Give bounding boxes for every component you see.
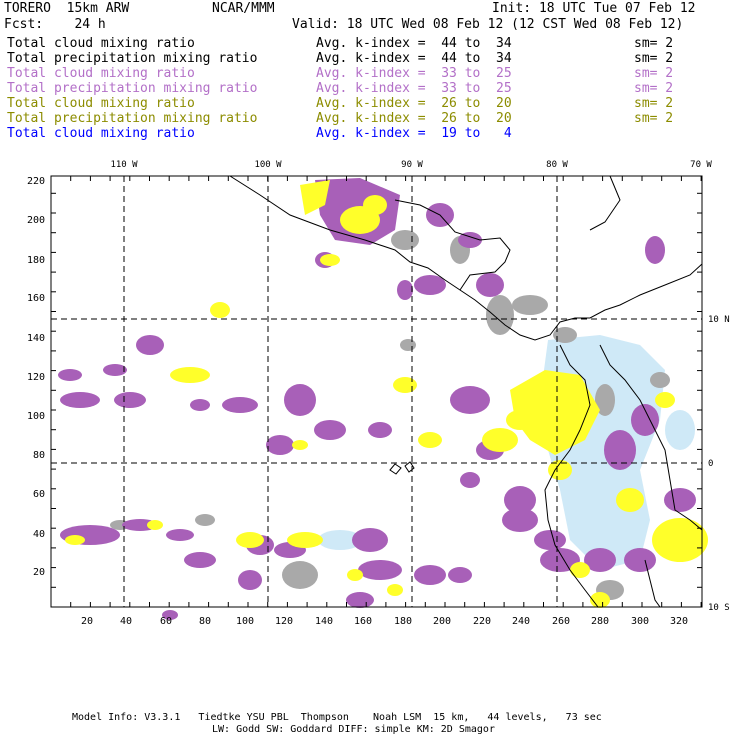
- org-label: NCAR/MMM: [212, 1, 275, 16]
- legend-field: Total cloud mixing ratio: [7, 96, 195, 111]
- x-tick-label: 180: [394, 616, 412, 627]
- lon-label: 100 W: [254, 160, 282, 170]
- x-tick-label: 120: [275, 616, 293, 627]
- forecast-hour-label: Fcst: 24 h: [4, 17, 106, 32]
- x-tick-label: 140: [315, 616, 333, 627]
- x-tick-label: 40: [120, 616, 132, 627]
- legend-kindex: Avg. k-index = 33 to 25: [316, 81, 512, 96]
- y-tick-label: 60: [33, 489, 45, 500]
- y-tick-label: 40: [33, 529, 45, 540]
- tick-marks: [51, 176, 702, 607]
- lat-label: 10 N: [708, 315, 730, 325]
- lat-label: 10 S: [708, 603, 730, 613]
- x-tick-label: 240: [512, 616, 530, 627]
- model-label: TORERO 15km ARW: [4, 1, 130, 16]
- legend-sm: sm= 2: [634, 66, 674, 81]
- x-tick-label: 200: [433, 616, 451, 627]
- x-tick-label: 160: [354, 616, 372, 627]
- lon-label: 110 W: [110, 160, 138, 170]
- physics-info-line: LW: Godd SW: Goddard DIFF: simple KM: 2D…: [212, 724, 495, 735]
- legend-kindex: Avg. k-index = 33 to 25: [316, 66, 512, 81]
- legend-kindex: Avg. k-index = 19 to 4: [316, 126, 512, 141]
- y-tick-label: 20: [33, 567, 45, 578]
- y-tick-label: 160: [27, 293, 45, 304]
- x-tick-label: 100: [236, 616, 254, 627]
- x-tick-label: 220: [473, 616, 491, 627]
- x-tick-label: 20: [81, 616, 93, 627]
- y-tick-labels: 20 40 60 80 100 120 140 160 180 200 220: [27, 176, 45, 578]
- valid-time-label: Valid: 18 UTC Wed 08 Feb 12 (12 CST Wed …: [292, 17, 684, 32]
- longitude-labels: 110 W 100 W 90 W 80 W 70 W: [110, 160, 712, 170]
- lon-label: 90 W: [401, 160, 423, 170]
- x-tick-labels: 20 40 60 80 100 120 140 160 180 200 220 …: [81, 616, 688, 627]
- x-tick-label: 300: [631, 616, 649, 627]
- lon-label: 70 W: [690, 160, 712, 170]
- legend-kindex: Avg. k-index = 44 to 34: [316, 51, 512, 66]
- x-tick-label: 320: [670, 616, 688, 627]
- legend-sm: sm= 2: [634, 51, 674, 66]
- y-tick-label: 140: [27, 333, 45, 344]
- legend-kindex: Avg. k-index = 44 to 34: [316, 36, 512, 51]
- map-frame: [50, 175, 703, 608]
- x-tick-label: 60: [160, 616, 172, 627]
- lon-label: 80 W: [546, 160, 568, 170]
- y-tick-label: 200: [27, 215, 45, 226]
- legend-sm: sm= 2: [634, 36, 674, 51]
- legend-field: Total precipitation mixing ratio: [7, 111, 258, 126]
- model-info-line: Model Info: V3.3.1 Tiedtke YSU PBL Thomp…: [72, 712, 602, 723]
- legend-field: Total precipitation mixing ratio: [7, 81, 258, 96]
- coastlines: [229, 175, 703, 608]
- legend-sm: sm= 2: [634, 96, 674, 111]
- legend-kindex: Avg. k-index = 26 to 20: [316, 111, 512, 126]
- y-tick-label: 180: [27, 255, 45, 266]
- legend-kindex: Avg. k-index = 26 to 20: [316, 96, 512, 111]
- y-tick-label: 220: [27, 176, 45, 187]
- y-tick-label: 80: [33, 450, 45, 461]
- x-tick-label: 260: [552, 616, 570, 627]
- legend-field: Total precipitation mixing ratio: [7, 51, 258, 66]
- legend-field: Total cloud mixing ratio: [7, 66, 195, 81]
- y-tick-label: 120: [27, 372, 45, 383]
- init-label: Init: 18 UTC Tue 07 Feb 12: [492, 1, 696, 16]
- legend-sm: sm= 2: [634, 111, 674, 126]
- legend-sm: sm= 2: [634, 81, 674, 96]
- latitude-labels: 10 N 0 10 S: [708, 315, 730, 613]
- cloud-fields: [58, 178, 708, 620]
- lat-label: 0: [708, 459, 713, 469]
- x-tick-label: 80: [199, 616, 211, 627]
- legend-field: Total cloud mixing ratio: [7, 126, 195, 141]
- x-tick-label: 280: [591, 616, 609, 627]
- legend-field: Total cloud mixing ratio: [7, 36, 195, 51]
- y-tick-label: 100: [27, 411, 45, 422]
- graticule: [51, 176, 702, 607]
